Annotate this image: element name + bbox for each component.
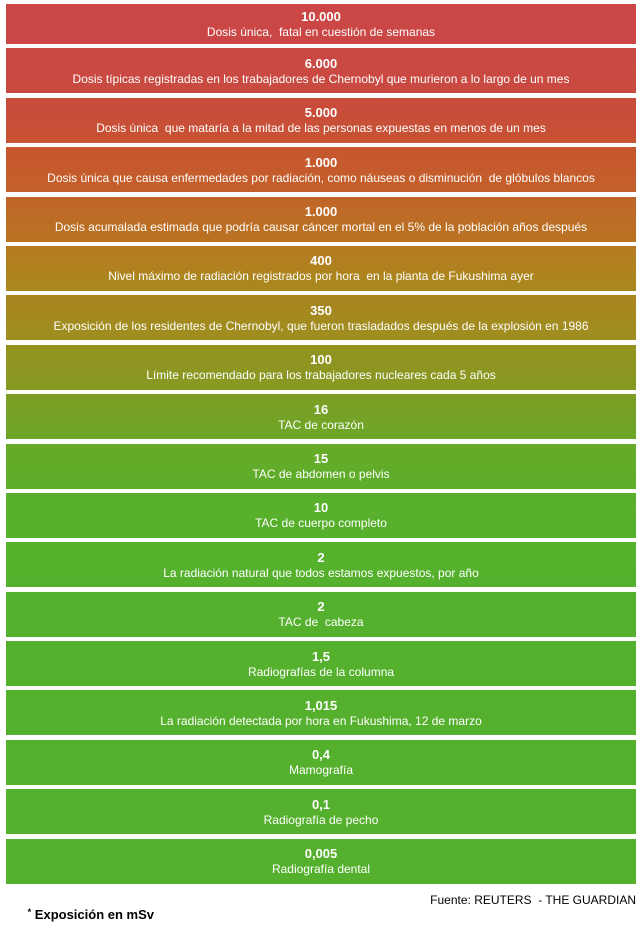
- dose-description: Dosis típicas registradas en los trabaja…: [72, 71, 570, 86]
- dose-row: 10 TAC de cuerpo completo: [6, 492, 636, 538]
- dose-rows-list: 10.000 Dosis única, fatal en cuestión de…: [6, 4, 636, 888]
- dose-value: 16: [313, 401, 329, 417]
- dose-row: 0,005 Radiografía dental: [6, 838, 636, 884]
- dose-description: Nivel máximo de radiación registrados po…: [108, 269, 534, 284]
- dose-description: La radiación detectada por hora en Fukus…: [160, 713, 482, 728]
- dose-description: Radiografía dental: [271, 862, 371, 877]
- dose-description: Dosis única que mataría a la mitad de la…: [96, 121, 546, 136]
- dose-row: 400 Nivel máximo de radiación registrado…: [6, 245, 636, 291]
- dose-value: 6.000: [304, 55, 338, 71]
- dose-row: 1.000 Dosis única que causa enfermedades…: [6, 147, 636, 193]
- chart-footer: * Exposición en mSv Fuente: REUTERS - TH…: [6, 888, 636, 937]
- dose-value: 0,1: [311, 796, 331, 812]
- dose-description: Mamografía: [288, 763, 354, 778]
- dose-row: 6.000 Dosis típicas registradas en los t…: [6, 48, 636, 94]
- dose-row: 0,1 Radiografía de pecho: [6, 789, 636, 835]
- dose-description: TAC de abdomen o pelvis: [252, 467, 390, 482]
- dose-description: Dosis única, fatal en cuestión de semana…: [206, 25, 436, 39]
- dose-row: 1,5 Radiografías de la columna: [6, 641, 636, 687]
- dose-description: TAC de cabeza: [278, 615, 364, 630]
- dose-description: TAC de cuerpo completo: [255, 516, 387, 531]
- dose-row: 2 La radiación natural que todos estamos…: [6, 542, 636, 588]
- dose-description: Límite recomendado para los trabajadores…: [146, 368, 496, 383]
- dose-value: 2: [317, 549, 325, 565]
- dose-value: 10.000: [301, 9, 341, 24]
- footnote-text: Exposición en mSv: [31, 907, 155, 923]
- dose-value: 1.000: [304, 154, 338, 170]
- dose-row: 2 TAC de cabeza: [6, 591, 636, 637]
- dose-row: 100 Límite recomendado para los trabajad…: [6, 344, 636, 390]
- dose-row: 1,015 La radiación detectada por hora en…: [6, 690, 636, 736]
- dose-description: Radiografía de pecho: [263, 812, 379, 827]
- source-credit: Fuente: REUTERS - THE GUARDIAN: [430, 893, 636, 908]
- dose-value: 5.000: [304, 105, 338, 121]
- dose-value: 0,005: [304, 846, 338, 862]
- dose-value: 10: [313, 500, 329, 516]
- dose-description: La radiación natural que todos estamos e…: [163, 565, 479, 580]
- dose-row: 16 TAC de corazón: [6, 394, 636, 440]
- dose-value: 350: [310, 302, 332, 318]
- dose-value: 1,5: [311, 648, 331, 664]
- dose-row: 350 Exposición de los residentes de Cher…: [6, 295, 636, 341]
- dose-value: 2: [317, 599, 325, 615]
- exposure-unit-footnote: * Exposición en mSv: [6, 892, 154, 937]
- dose-value: 400: [310, 253, 332, 269]
- dose-description: Radiografías de la columna: [247, 664, 395, 679]
- dose-value: 0,4: [311, 747, 331, 763]
- dose-row: 10.000 Dosis única, fatal en cuestión de…: [6, 4, 636, 44]
- dose-value: 1,015: [304, 697, 338, 713]
- dose-row: 1.000 Dosis acumalada estimada que podrí…: [6, 196, 636, 242]
- dose-value: 100: [310, 352, 332, 368]
- dose-row: 0,4 Mamografía: [6, 739, 636, 785]
- dose-row: 15 TAC de abdomen o pelvis: [6, 443, 636, 489]
- dose-value: 15: [313, 451, 329, 467]
- dose-description: Dosis única que causa enfermedades por r…: [47, 170, 595, 185]
- footnote-asterisk: *: [27, 907, 32, 918]
- dose-value: 1.000: [304, 204, 338, 220]
- dose-row: 5.000 Dosis única que mataría a la mitad…: [6, 97, 636, 143]
- dose-description: Exposición de los residentes de Chernoby…: [53, 318, 589, 333]
- dose-description: TAC de corazón: [278, 417, 364, 432]
- dose-description: Dosis acumalada estimada que podría caus…: [54, 220, 588, 235]
